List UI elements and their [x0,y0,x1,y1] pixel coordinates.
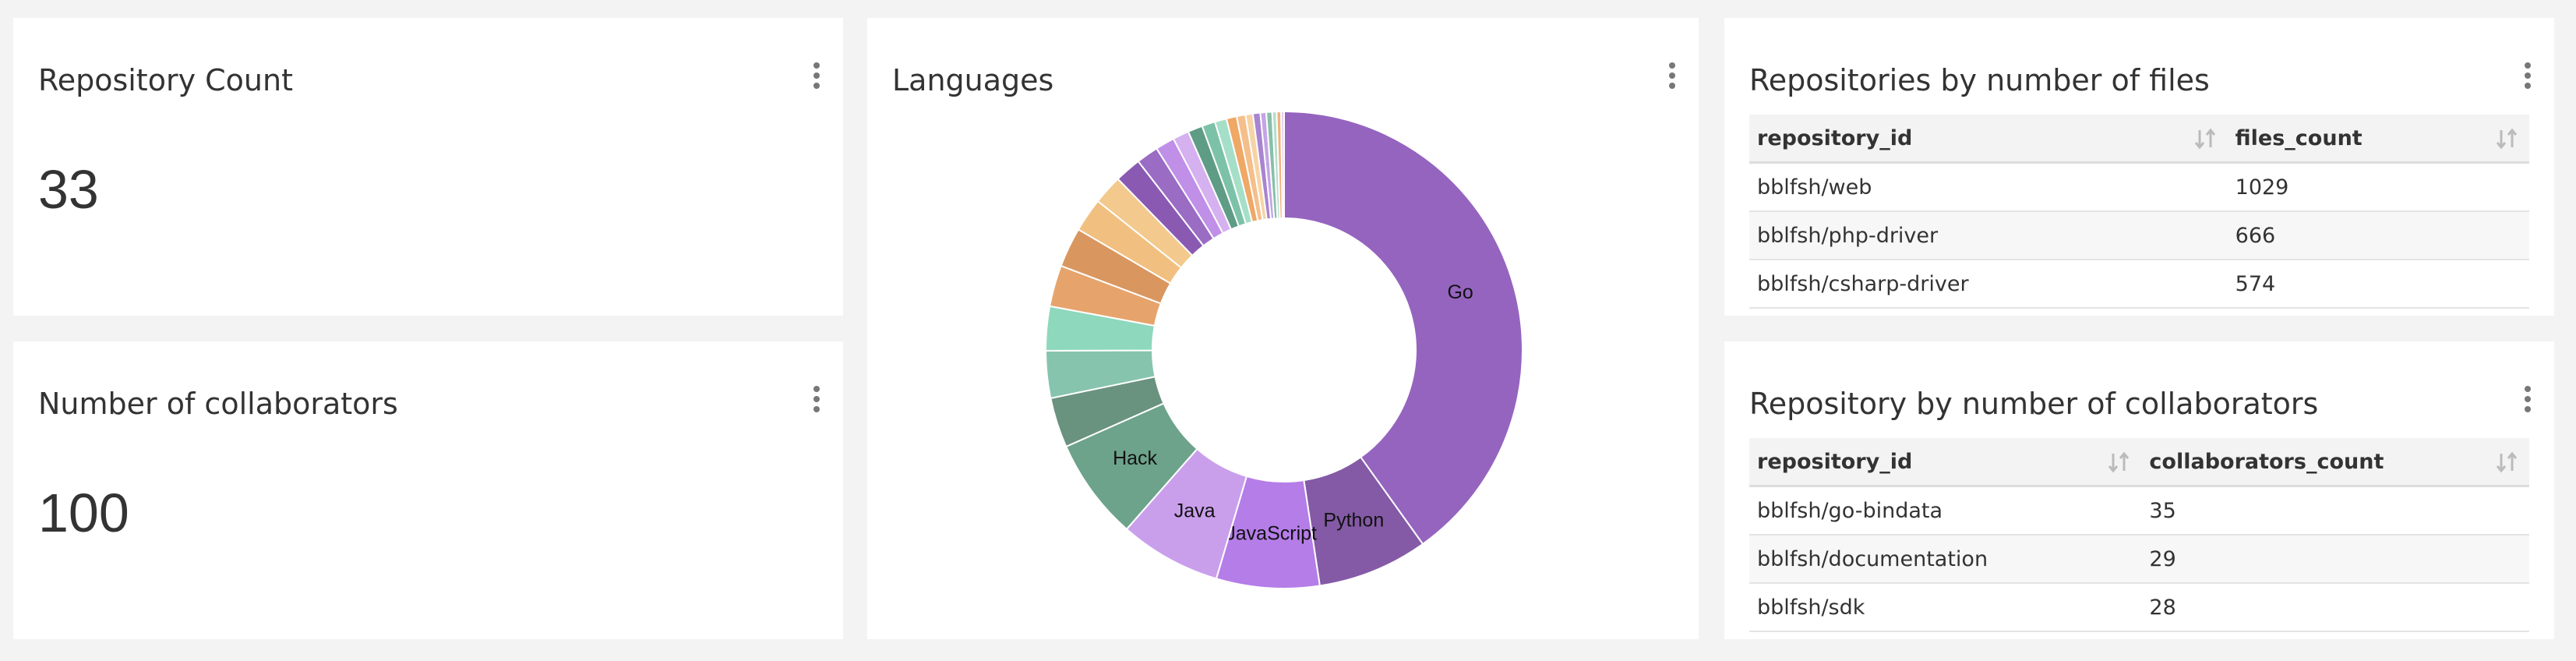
table-panel: Repository by number of collaborators re… [1724,341,2554,639]
slice-label: JavaScript [1226,523,1317,545]
sort-icon[interactable] [2495,451,2518,474]
table-cell: bblfsh/documentation [1749,535,2142,584]
chart-panel: Languages Go Python JavaScript Java Hack [867,18,1699,639]
card-title: Repository Count [38,63,293,97]
table-cell: 1029 [2227,162,2529,212]
table-cell: 574 [2227,260,2529,309]
table-cell: bblfsh/go-bindata [1749,486,2142,536]
menu-button[interactable] [2523,385,2532,413]
slice [1280,110,1285,220]
table-row: bblfsh/csharp-driver 574 [1749,260,2529,309]
header-text: repository_id [1757,125,1913,150]
table-cell: 29 [2141,535,2529,584]
slice-label: Go [1447,281,1473,303]
column-header[interactable]: files_count [2227,115,2529,164]
table-title: Repository by number of collaborators [1749,387,2319,421]
card-value: 33 [38,159,99,220]
slice [1283,110,1523,546]
table-cell: 28 [2141,583,2529,632]
sort-icon[interactable] [2193,127,2217,150]
menu-button[interactable] [812,62,821,90]
data-table: repository_id files_count bblfsh/web 1029 bb… [1749,115,2529,309]
slice-label: Java [1174,500,1216,521]
table-cell: 35 [2141,486,2529,536]
card-panel: Number of collaborators 100 [13,341,843,639]
table-row: bblfsh/php-driver 666 [1749,211,2529,260]
donut-chart: Go Python JavaScript Java Hack [1044,110,1523,589]
card-title: Number of collaborators [38,387,398,421]
header-row: repository_id files_count [1749,115,2529,164]
table-cell: bblfsh/csharp-driver [1749,260,2228,309]
slice-label: Hack [1113,447,1157,469]
sort-icon[interactable] [2495,127,2518,150]
header-text: collaborators_count [2149,449,2384,474]
menu-button[interactable] [812,385,821,413]
table-cell: bblfsh/web [1749,162,2228,212]
column-header[interactable]: collaborators_count [2141,438,2529,487]
menu-button[interactable] [1667,62,1677,90]
table-cell: 666 [2227,211,2529,260]
table-row: bblfsh/go-bindata 35 [1749,486,2529,536]
data-table: repository_id collaborators_count bblfsh/g… [1749,438,2529,632]
column-header[interactable]: repository_id [1749,438,2142,487]
table-cell: bblfsh/php-driver [1749,211,2228,260]
table-cell: bblfsh/sdk [1749,583,2142,632]
header-text: repository_id [1757,449,1913,474]
header-text: files_count [2235,125,2363,150]
table-row: bblfsh/sdk 28 [1749,583,2529,632]
table-row: bblfsh/web 1029 [1749,162,2529,212]
card-value: 100 [38,482,129,543]
table-title: Repositories by number of files [1749,63,2210,97]
menu-button[interactable] [2523,62,2532,90]
header-row: repository_id collaborators_count [1749,438,2529,487]
column-header[interactable]: repository_id [1749,115,2228,164]
table-panel: Repositories by number of files reposito… [1724,18,2554,316]
chart-title: Languages [892,63,1054,97]
card-panel: Repository Count 33 [13,18,843,316]
table-row: bblfsh/documentation 29 [1749,535,2529,584]
slice-label: Python [1323,510,1384,532]
sort-icon[interactable] [2107,451,2130,474]
